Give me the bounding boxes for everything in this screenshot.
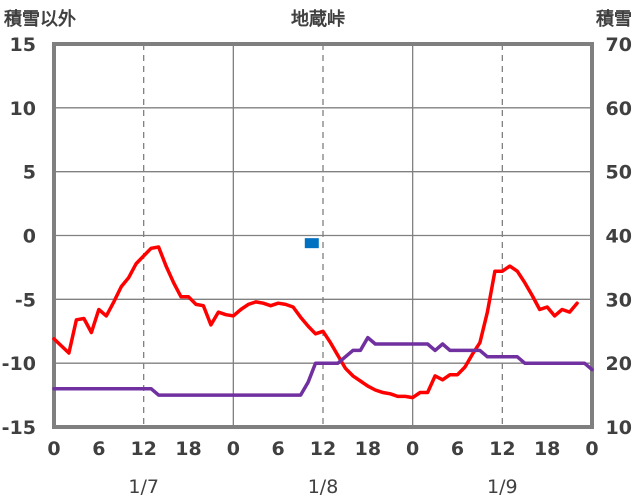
chart-title: 地蔵峠 [291,8,345,30]
right-tick-labels: 70 60 50 40 30 20 10 [606,34,632,439]
left-tick-label: 0 [23,226,36,248]
left-tick-label: -15 [2,417,36,439]
x-tick-label: 6 [272,438,285,460]
left-tick-label: 15 [10,34,36,56]
left-tick-label: 10 [10,98,36,120]
x-tick-label: 0 [406,438,419,460]
marker-point [304,238,319,249]
x-tick-label: 12 [130,438,156,460]
temperature-line [52,245,579,400]
x-tick-label: 6 [92,438,105,460]
left-tick-labels: 15 10 5 0 -5 -10 -15 [2,34,36,439]
right-tick-label: 10 [606,417,632,439]
x-tick-label: 0 [47,438,60,460]
gridlines [54,44,592,427]
date-label: 1/9 [487,476,518,498]
date-labels: 1/7 1/8 1/9 [128,476,517,498]
x-tick-labels: 0 6 12 18 0 6 12 18 0 6 12 18 0 [47,438,598,460]
x-tick-label: 0 [585,438,598,460]
left-axis-label: 積雪以外 [3,8,76,30]
x-tick-label: 6 [451,438,464,460]
x-tick-label: 12 [489,438,515,460]
left-tick-label: -10 [2,353,36,375]
right-tick-label: 70 [606,34,632,56]
left-tick-label: -5 [15,289,36,311]
x-tick-label: 18 [175,438,201,460]
right-tick-label: 50 [606,162,632,184]
right-tick-label: 30 [606,289,632,311]
x-tick-label: 18 [534,438,560,460]
x-tick-label: 18 [355,438,381,460]
date-label: 1/8 [308,476,339,498]
right-tick-label: 40 [606,226,632,248]
x-tick-label: 12 [310,438,336,460]
series-lines [52,238,594,400]
plot-frame [52,42,594,429]
date-label: 1/7 [128,476,159,498]
right-axis-label: 積雪 [595,8,632,30]
x-tick-label: 0 [227,438,240,460]
right-tick-label: 60 [606,98,632,120]
left-tick-label: 5 [23,162,36,184]
right-tick-label: 20 [606,353,632,375]
snow_depth-line [52,335,594,397]
